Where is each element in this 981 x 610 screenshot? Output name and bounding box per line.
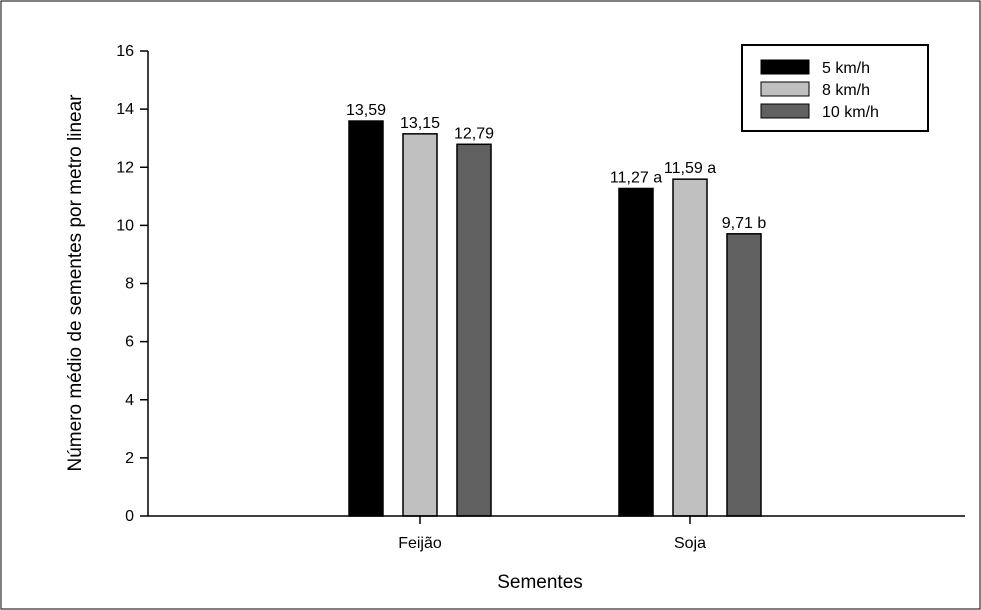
bar: [456, 143, 492, 517]
legend-items: 5 km/h 8 km/h 10 km/h: [760, 59, 879, 121]
y-tick-label: 2: [125, 450, 134, 467]
x-tick-label: Soja: [674, 535, 706, 552]
legend-label: 10 km/h: [822, 104, 879, 121]
x-tick-label: Feijão: [398, 535, 442, 552]
legend: 5 km/h 8 km/h 10 km/h: [741, 44, 929, 132]
data-labels-layer: 13,59 13,15 12,79 11,27 a11,59 a 9,71 b: [346, 102, 766, 232]
legend-swatch: [760, 59, 810, 75]
data-label: 9,71 b: [722, 215, 767, 232]
y-tick-label: 0: [125, 508, 134, 525]
data-label: 13,59: [346, 102, 386, 119]
y-tick-label: 4: [125, 392, 134, 409]
bars-layer: [348, 120, 762, 517]
data-label: 13,15: [400, 115, 440, 132]
y-tick-label: 8: [125, 276, 134, 293]
y-tick-label: 14: [116, 101, 134, 118]
bar: [672, 178, 708, 517]
legend-swatch: [760, 81, 810, 97]
axes-layer: 0 2 4 6 8 10 12 14 16 Feijão Soja: [116, 43, 965, 552]
y-tick-label: 16: [116, 43, 134, 60]
data-label: 12,79: [454, 125, 494, 142]
legend-swatch: [760, 103, 810, 119]
legend-label: 8 km/h: [822, 82, 870, 99]
y-tick-label: 6: [125, 334, 134, 351]
data-label: 11,27 a: [610, 169, 662, 186]
data-label: 11,59 a: [664, 160, 716, 177]
y-tick-label: 10: [116, 217, 134, 234]
bar: [726, 233, 762, 517]
bar: [618, 187, 654, 517]
legend-label: 5 km/h: [822, 60, 870, 77]
bar: [402, 133, 438, 517]
y-tick-label: 12: [116, 159, 134, 176]
bar: [348, 120, 384, 517]
y-axis-title: Número médio de sementes por metro linea…: [65, 94, 86, 472]
x-axis-title: Sementes: [497, 572, 583, 593]
